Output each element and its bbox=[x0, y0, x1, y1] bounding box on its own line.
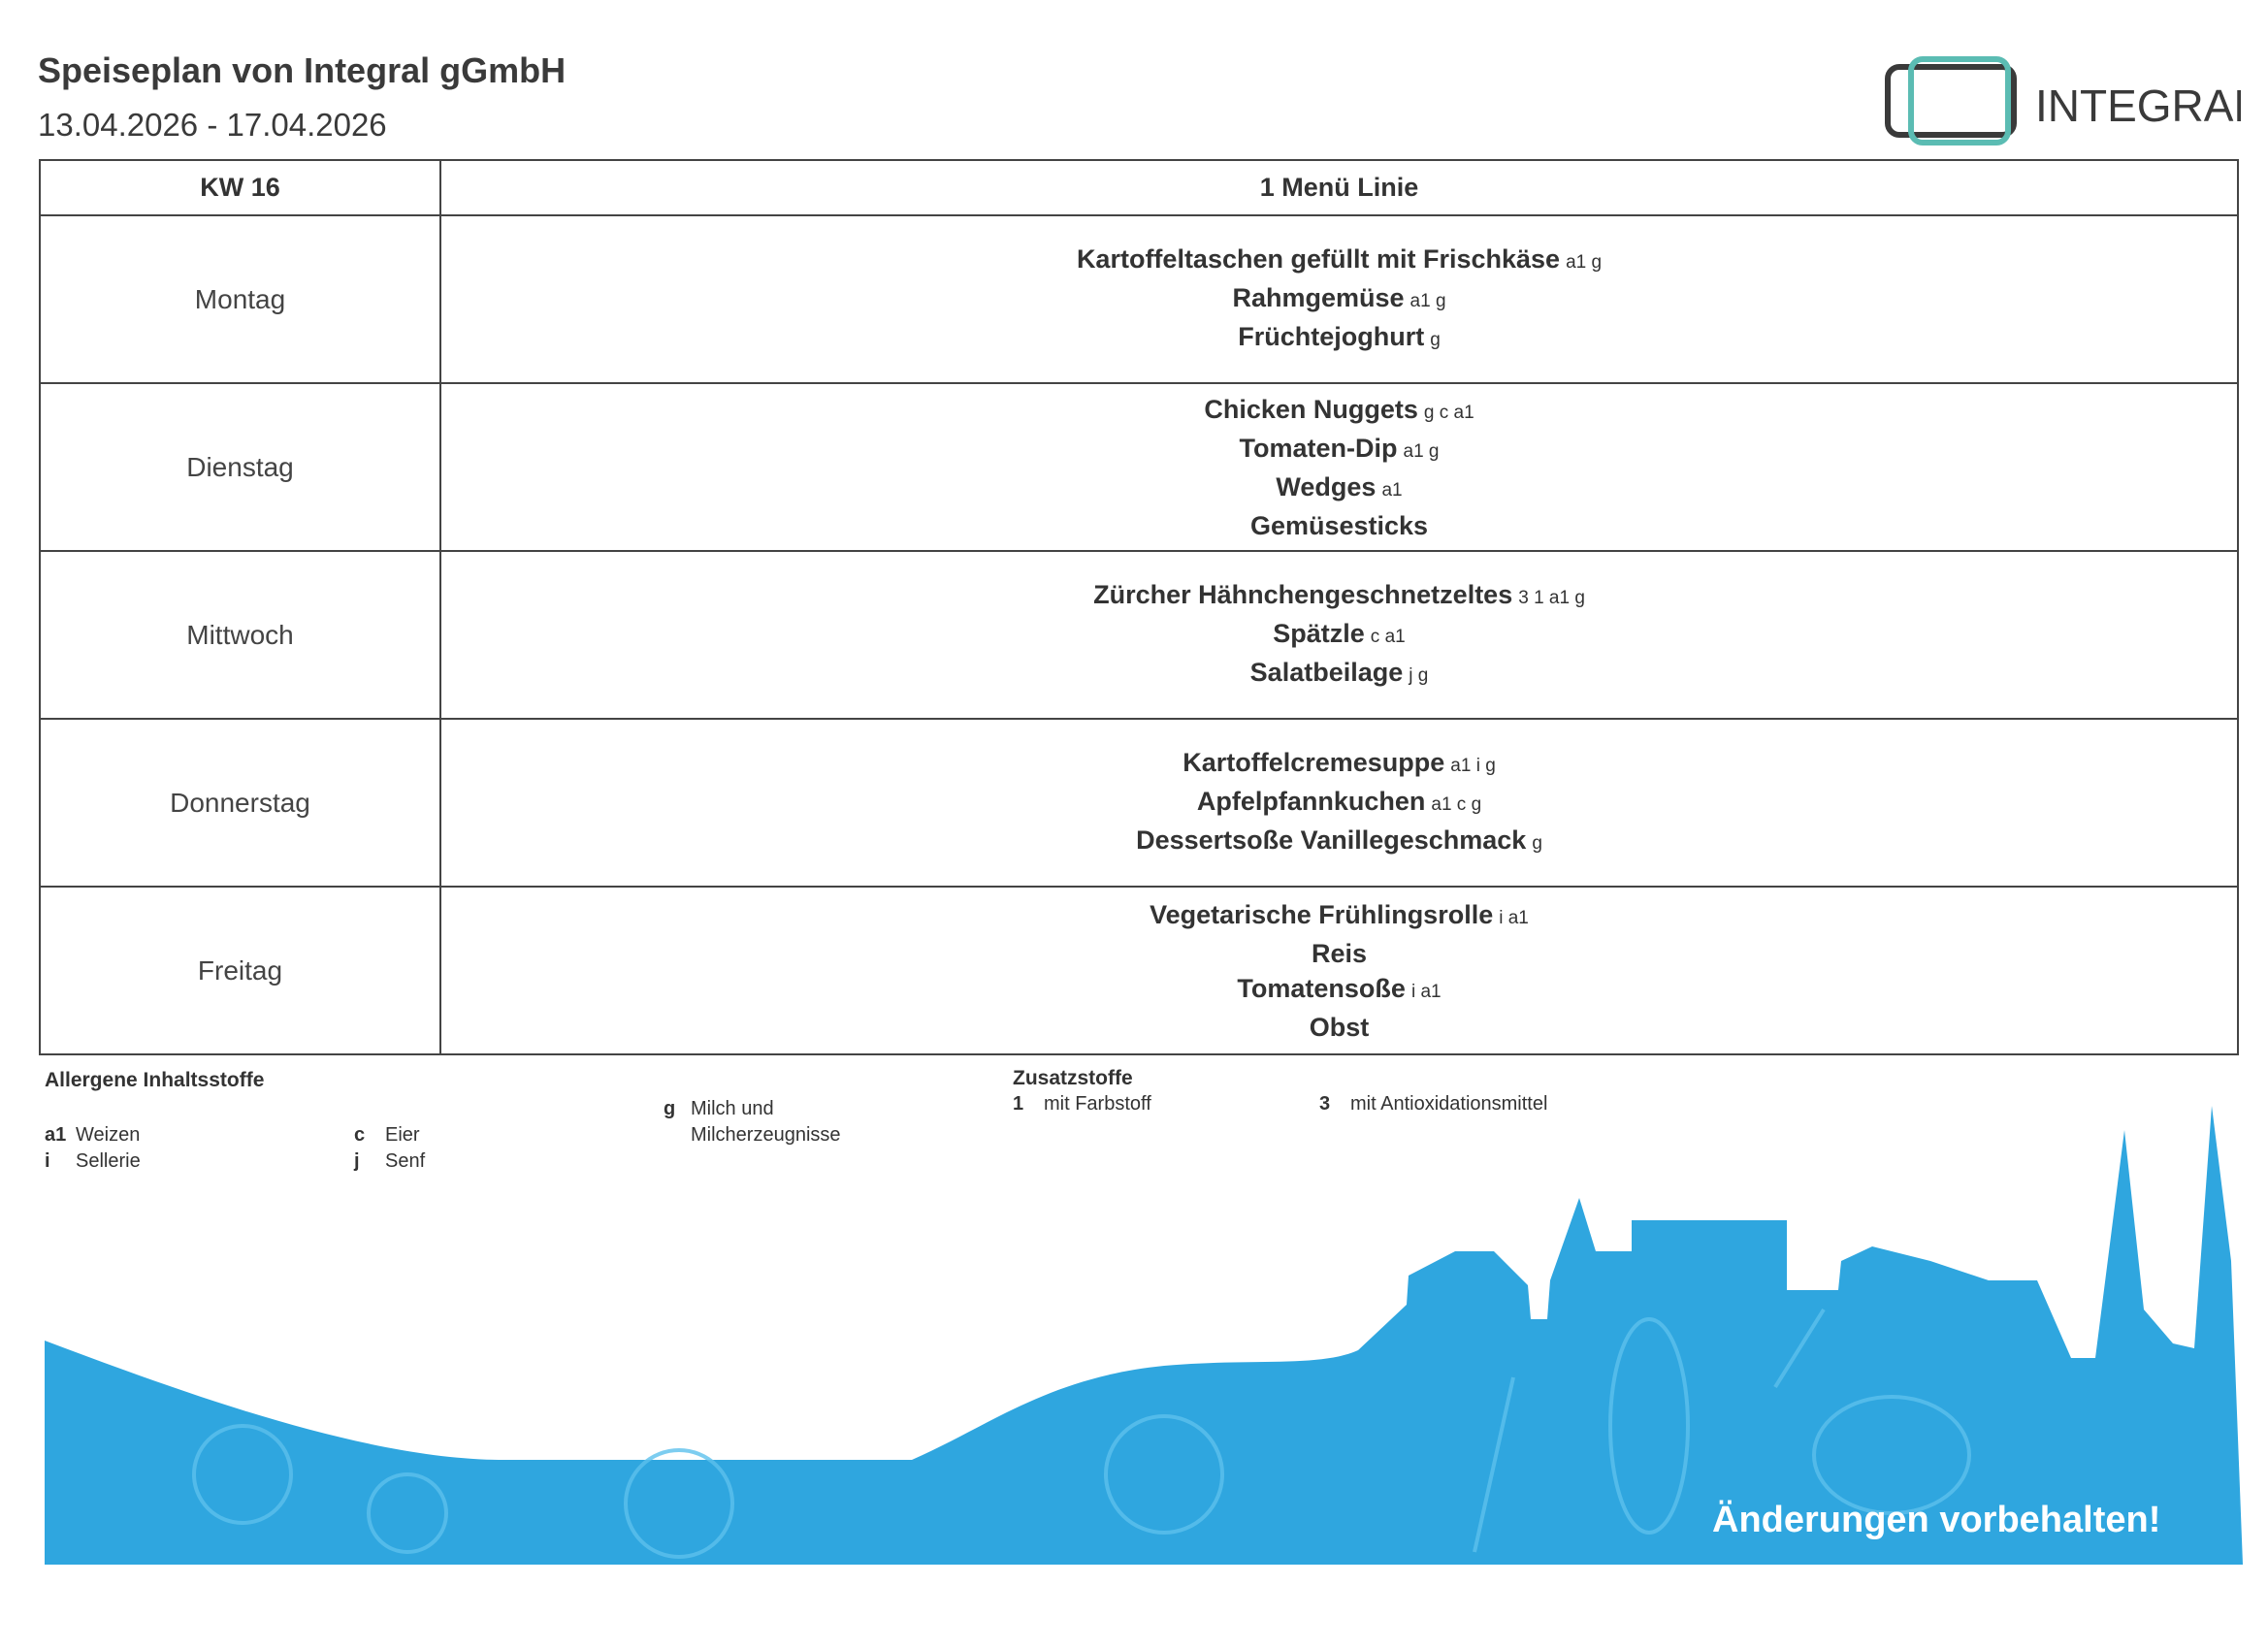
allergen-codes: a1 g bbox=[1409, 290, 1446, 311]
menu-item: Obst bbox=[1310, 1010, 1370, 1045]
dish-name: Zürcher Hähnchengeschnetzeltes bbox=[1093, 579, 1513, 609]
allergen-entry: a1 Weizen bbox=[45, 1122, 239, 1148]
dish-name: Vegetarische Frühlingsrolle bbox=[1150, 899, 1494, 929]
header-cell: 1 Menü Linie bbox=[439, 159, 2239, 216]
additive-label: mit Farbstoff bbox=[1044, 1093, 1151, 1115]
allergen-label: Milch und Milcherzeugnisse bbox=[691, 1098, 841, 1146]
allergen-codes: g c a1 bbox=[1423, 402, 1474, 423]
additive-code: 1 bbox=[1013, 1093, 1024, 1115]
menu-cell: Chicken Nuggets g c a1 Tomaten-Dip a1 g Wedg… bbox=[439, 382, 2239, 552]
allergen-codes: i a1 bbox=[1410, 981, 1442, 1002]
dish-name: Salatbeilage bbox=[1249, 657, 1404, 687]
menu-item: Tomaten-Dip a1 g bbox=[1240, 431, 1440, 469]
day-cell: Freitag bbox=[39, 886, 441, 1055]
additive-entry: 1 mit Farbstoff bbox=[1013, 1093, 1151, 1116]
allergen-label: Eier bbox=[385, 1124, 420, 1146]
dish-name: Rahmgemüse bbox=[1232, 282, 1405, 312]
dish-name: Tomaten-Dip bbox=[1239, 433, 1398, 463]
allergen-codes: a1 bbox=[1381, 479, 1403, 501]
allergen-codes: a1 i g bbox=[1450, 755, 1496, 776]
food-doodles bbox=[192, 1308, 1971, 1559]
menu-item: Zürcher Hähnchengeschnetzeltes 3 1 a1 g bbox=[1093, 577, 1585, 616]
dish-name: Chicken Nuggets bbox=[1204, 394, 1418, 424]
dish-name: Dessertsoße Vanillegeschmack bbox=[1136, 824, 1527, 855]
menu-cell: Kartoffeltaschen gefüllt mit Frischkäse a… bbox=[439, 214, 2239, 384]
menu-item: Früchtejoghurt g bbox=[1238, 319, 1441, 358]
menu-item: Dessertsoße Vanillegeschmack g bbox=[1136, 823, 1542, 861]
dish-name: Tomatensoße bbox=[1237, 973, 1406, 1003]
allergen-codes: c a1 bbox=[1370, 626, 1406, 647]
allergen-code: c bbox=[354, 1124, 366, 1146]
logo-text: INTEGRAL bbox=[2035, 81, 2241, 131]
additive-code: 3 bbox=[1319, 1093, 1331, 1115]
allergen-codes: i a1 bbox=[1499, 907, 1529, 928]
allergen-code: g bbox=[664, 1098, 676, 1119]
menu-item: Tomatensoße i a1 bbox=[1237, 971, 1441, 1010]
day-cell: Dienstag bbox=[39, 382, 441, 552]
allergen-codes: g bbox=[1430, 329, 1441, 350]
allergen-codes: 3 1 a1 g bbox=[1518, 587, 1585, 608]
allergen-entry: g Milch und Milcherzeugnisse bbox=[664, 1096, 858, 1148]
menu-item: Gemüsesticks bbox=[1250, 508, 1428, 543]
menu-item: Vegetarische Frühlingsrolle i a1 bbox=[1150, 897, 1529, 936]
menu-item: Salatbeilage j g bbox=[1250, 655, 1429, 694]
menu-item: Apfelpfannkuchen a1 c g bbox=[1197, 784, 1481, 823]
allergen-code: j bbox=[354, 1150, 360, 1172]
menu-item: Wedges a1 bbox=[1276, 469, 1402, 508]
allergen-codes: g bbox=[1532, 832, 1542, 854]
dish-name: Kartoffeltaschen gefüllt mit Frischkäse bbox=[1076, 243, 1561, 274]
day-cell: Donnerstag bbox=[39, 718, 441, 888]
allergen-code: i bbox=[45, 1150, 50, 1172]
logo: INTEGRAL bbox=[1885, 56, 2241, 146]
allergen-label: Senf bbox=[385, 1150, 426, 1172]
day-cell: Montag bbox=[39, 214, 441, 384]
dish-name: Apfelpfannkuchen bbox=[1196, 786, 1426, 816]
skyline bbox=[45, 1106, 2243, 1565]
allergen-codes: a1 g bbox=[1403, 440, 1440, 462]
allergen-entry: i Sellerie bbox=[45, 1148, 239, 1175]
allergen-codes: a1 c g bbox=[1431, 793, 1482, 815]
menu-item: Kartoffelcremesuppe a1 i g bbox=[1183, 745, 1496, 784]
dish-name: Gemüsesticks bbox=[1249, 510, 1429, 540]
header-cell: KW 16 bbox=[39, 159, 441, 216]
menu-cell: Zürcher Hähnchengeschnetzeltes 3 1 a1 g Sp… bbox=[439, 550, 2239, 720]
menu-item: Chicken Nuggets g c a1 bbox=[1204, 392, 1474, 431]
menu-item: Spätzle c a1 bbox=[1273, 616, 1405, 655]
dish-name: Früchtejoghurt bbox=[1238, 321, 1425, 351]
dish-name: Obst bbox=[1309, 1012, 1370, 1042]
dish-name: Wedges bbox=[1276, 471, 1377, 501]
footer-note: Änderungen vorbehalten! bbox=[1712, 1500, 2161, 1540]
allergen-entry: c Eier bbox=[354, 1122, 548, 1148]
menu-item: Reis bbox=[1312, 936, 1367, 971]
menu-item: Kartoffeltaschen gefüllt mit Frischkäse a… bbox=[1077, 242, 1602, 280]
allergen-label: Weizen bbox=[76, 1124, 141, 1146]
dish-name: Reis bbox=[1311, 938, 1368, 968]
allergen-codes: j g bbox=[1409, 664, 1429, 686]
title: Speiseplan von Integral gGmbH bbox=[38, 50, 567, 90]
allergen-codes: a1 g bbox=[1566, 251, 1603, 273]
additive-entry: 3 mit Antioxidationsmittel bbox=[1319, 1093, 1547, 1116]
allergen-label: Sellerie bbox=[76, 1150, 141, 1172]
menu-cell: Kartoffelcremesuppe a1 i g Apfelpfannkuche… bbox=[439, 718, 2239, 888]
additives-title: Zusatzstoffe bbox=[1013, 1067, 1133, 1089]
day-cell: Mittwoch bbox=[39, 550, 441, 720]
dish-name: Kartoffelcremesuppe bbox=[1183, 747, 1445, 777]
legend-title: Allergene Inhaltsstoffe bbox=[45, 1069, 265, 1091]
date-range: 13.04.2026 - 17.04.2026 bbox=[38, 107, 387, 143]
menu-item: Rahmgemüse a1 g bbox=[1232, 280, 1445, 319]
additive-label: mit Antioxidationsmittel bbox=[1350, 1093, 1548, 1115]
allergen-entry: j Senf bbox=[354, 1148, 548, 1175]
menu-cell: Vegetarische Frühlingsrolle i a1 Reis Tomat… bbox=[439, 886, 2239, 1055]
allergen-code: a1 bbox=[45, 1124, 67, 1146]
dish-name: Spätzle bbox=[1273, 618, 1365, 648]
